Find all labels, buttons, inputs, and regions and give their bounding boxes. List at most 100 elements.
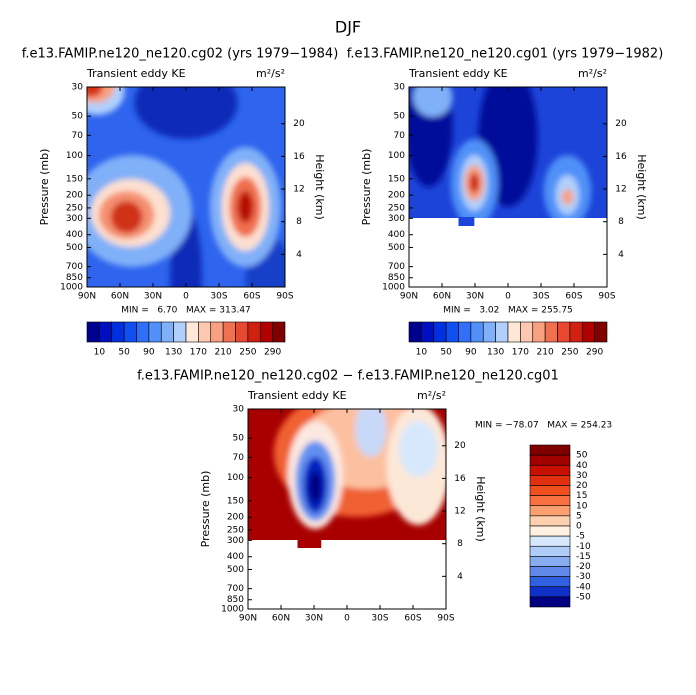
y2-tick-label: 12 bbox=[615, 185, 626, 195]
colorbar-box bbox=[581, 321, 595, 343]
y2-tick-label: 16 bbox=[293, 152, 305, 162]
y2-tick-label: 20 bbox=[293, 119, 305, 129]
colorbar-box bbox=[529, 495, 571, 507]
y-tick-label: 50 bbox=[394, 112, 406, 122]
x-tick-label: 60N bbox=[111, 292, 129, 302]
colorbar-label: 5 bbox=[576, 511, 582, 521]
y-tick-label: 30 bbox=[394, 83, 406, 93]
colorbar-label: 0 bbox=[576, 522, 582, 532]
panel: f.e13.FAMIP.ne120_ne120.cg02 (yrs 1979−1… bbox=[22, 47, 339, 358]
units: m²/s² bbox=[578, 67, 607, 80]
colorbar-box bbox=[529, 525, 571, 537]
colorbar-box bbox=[111, 321, 125, 343]
y-tick-label: 300 bbox=[66, 214, 83, 224]
panel-title: f.e13.FAMIP.ne120_ne120.cg02 (yrs 1979−1… bbox=[22, 47, 339, 62]
x-tick-label: 0 bbox=[183, 292, 189, 302]
colorbar-label: 50 bbox=[576, 451, 588, 461]
colorbar-label: 210 bbox=[215, 348, 232, 358]
colorbar-box bbox=[210, 321, 224, 343]
colorbar-label: 90 bbox=[143, 348, 155, 358]
colorbar-box bbox=[529, 505, 571, 517]
y-tick-label: 30 bbox=[72, 83, 84, 93]
y-axis-label: Pressure (mb) bbox=[38, 149, 51, 226]
y-tick-label: 150 bbox=[388, 174, 405, 184]
colorbar-box bbox=[148, 321, 162, 343]
colorbar-label: -15 bbox=[576, 552, 591, 562]
field-feature bbox=[561, 189, 574, 205]
colorbar-label: 50 bbox=[440, 348, 452, 358]
x-tick-label: 60S bbox=[404, 614, 421, 624]
y-tick-label: 1000 bbox=[60, 283, 83, 293]
y-tick-label: 500 bbox=[388, 243, 405, 253]
colorbar-label: 90 bbox=[465, 348, 477, 358]
colorbar-box bbox=[482, 321, 496, 343]
colorbar-box bbox=[433, 321, 447, 343]
y-tick-label: 200 bbox=[388, 191, 405, 201]
field-feature bbox=[309, 471, 322, 503]
x-tick-label: 90N bbox=[239, 614, 257, 624]
colorbar-label: 15 bbox=[576, 491, 587, 501]
colorbar-box bbox=[529, 545, 571, 557]
y2-axis-label: Height (km) bbox=[635, 154, 648, 220]
colorbar-box bbox=[529, 475, 571, 486]
y2-tick-label: 4 bbox=[618, 250, 624, 260]
y-tick-label: 70 bbox=[72, 131, 84, 141]
colorbar: 10 50 90 130 170 210 250 290 bbox=[408, 321, 608, 358]
y2-tick-label: 4 bbox=[296, 250, 302, 260]
colorbar-label: 10 bbox=[416, 348, 428, 358]
field-feature bbox=[134, 87, 238, 139]
colorbar-label: -30 bbox=[576, 572, 591, 582]
colorbar-label: 10 bbox=[576, 501, 588, 511]
units: m²/s² bbox=[256, 67, 285, 80]
colorbar-label: 130 bbox=[487, 348, 504, 358]
x-tick-label: 60S bbox=[243, 292, 260, 302]
colorbar-box bbox=[272, 321, 286, 343]
contour-field bbox=[248, 409, 446, 609]
colorbar-label: 290 bbox=[264, 348, 281, 358]
y-tick-label: 100 bbox=[66, 151, 83, 161]
missing-region bbox=[248, 540, 446, 609]
stats: MIN = 6.70 MAX = 313.47 bbox=[121, 306, 251, 316]
colorbar-box bbox=[235, 321, 249, 343]
colorbar-box bbox=[458, 321, 472, 343]
colorbar-box bbox=[408, 321, 422, 343]
x-tick-label: 0 bbox=[505, 292, 511, 302]
y-tick-label: 100 bbox=[227, 473, 244, 483]
colorbar-label: 250 bbox=[239, 348, 256, 358]
y-tick-label: 850 bbox=[66, 273, 83, 283]
colorbar-box bbox=[507, 321, 521, 343]
field-shading bbox=[273, 409, 446, 529]
y-axis-label: Pressure (mb) bbox=[360, 149, 373, 226]
y2-tick-label: 8 bbox=[618, 217, 624, 227]
field-shading bbox=[87, 87, 285, 287]
stats: MIN = −78.07 MAX = 254.23 bbox=[475, 421, 612, 431]
colorbar-label: -40 bbox=[576, 582, 591, 592]
x-tick-label: 0 bbox=[344, 614, 350, 624]
y-tick-label: 250 bbox=[66, 203, 83, 213]
x-tick-label: 90N bbox=[78, 292, 96, 302]
colorbar-label: -5 bbox=[576, 532, 585, 542]
colorbar-label: -20 bbox=[576, 562, 591, 572]
y-tick-label: 400 bbox=[388, 230, 405, 240]
x-tick-label: 90S bbox=[598, 292, 615, 302]
y-tick-label: 250 bbox=[388, 203, 405, 213]
colorbar-box bbox=[529, 535, 571, 547]
colorbar-box bbox=[160, 321, 174, 343]
colorbar-box bbox=[495, 321, 509, 343]
left-label: Transient eddy KE bbox=[408, 67, 508, 80]
x-tick-label: 60N bbox=[433, 292, 451, 302]
colorbar-box bbox=[529, 596, 571, 608]
stats: MIN = 3.02 MAX = 255.75 bbox=[443, 306, 573, 316]
y2-tick-label: 12 bbox=[293, 185, 304, 195]
colorbar-box bbox=[529, 556, 571, 567]
x-tick-label: 30N bbox=[144, 292, 162, 302]
panel: f.e13.FAMIP.ne120_ne120.cg02 − f.e13.FAM… bbox=[137, 369, 612, 624]
colorbar-label: 20 bbox=[576, 481, 588, 491]
colorbar-box bbox=[532, 321, 546, 343]
colorbar-label: 250 bbox=[561, 348, 578, 358]
panel-title: f.e13.FAMIP.ne120_ne120.cg02 − f.e13.FAM… bbox=[137, 369, 559, 384]
x-tick-label: 90S bbox=[276, 292, 293, 302]
y-tick-label: 850 bbox=[388, 273, 405, 283]
units: m²/s² bbox=[417, 389, 446, 402]
y-tick-label: 1000 bbox=[221, 605, 244, 615]
